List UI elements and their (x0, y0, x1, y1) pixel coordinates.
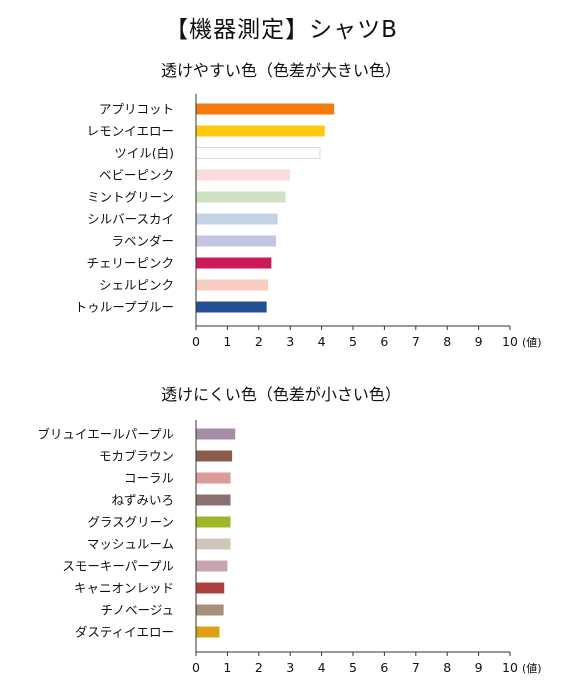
x-unit-label: (値) (522, 336, 542, 349)
bar (196, 169, 291, 181)
x-tick-label: 0 (192, 334, 200, 349)
category-label: モカブラウン (99, 449, 174, 464)
bar (196, 279, 269, 291)
category-label: ブリュイエールパープル (37, 427, 174, 442)
bar (196, 626, 220, 638)
category-label: チノベージュ (100, 603, 174, 618)
x-tick-label: 10 (502, 334, 518, 349)
page-title: 【機器測定】シャツB (165, 17, 398, 43)
x-tick-label: 8 (443, 334, 451, 349)
chart-title: 透けにくい色（色差が小さい色） (161, 385, 401, 404)
bar (196, 103, 335, 115)
bar (196, 604, 224, 616)
category-label: ダスティイエロー (75, 625, 174, 640)
x-tick-label: 6 (380, 334, 388, 349)
x-tick-label: 5 (349, 660, 357, 675)
chart-hard-to-see-through: 透けにくい色（色差が小さい色） ブリュイエールパープルモカブラウンコーラルねずみい… (37, 385, 542, 675)
bar (196, 235, 277, 247)
bar (196, 213, 278, 225)
x-tick-label: 3 (286, 660, 294, 675)
bar (196, 516, 231, 528)
category-label: スモーキーパープル (62, 559, 174, 574)
x-tick-label: 7 (412, 660, 420, 675)
category-label: ベビーピンク (99, 168, 174, 183)
bar (196, 472, 231, 484)
category-label: チェリーピンク (86, 256, 174, 271)
x-tick-label: 7 (412, 334, 420, 349)
x-tick-label: 4 (318, 660, 326, 675)
x-tick-label: 1 (223, 660, 231, 675)
category-label: コーラル (124, 471, 174, 486)
x-tick-label: 4 (318, 334, 326, 349)
chart-title: 透けやすい色（色差が大きい色） (161, 61, 401, 80)
x-tick-label: 1 (223, 334, 231, 349)
category-label: トゥループブルー (75, 300, 174, 315)
x-tick-label: 6 (380, 660, 388, 675)
x-tick-label: 2 (255, 660, 263, 675)
bar (196, 125, 325, 137)
bar (195, 147, 321, 159)
bar (196, 257, 272, 269)
category-label: グラスグリーン (87, 515, 174, 530)
bar (196, 494, 231, 506)
category-label: レモンイエロー (87, 124, 174, 139)
x-tick-label: 10 (502, 660, 518, 675)
bar (196, 301, 267, 313)
bar (196, 582, 225, 594)
category-label: キャニオンレッド (74, 581, 174, 596)
bar (196, 191, 286, 203)
bar (196, 560, 228, 572)
x-tick-label: 9 (475, 660, 483, 675)
x-tick-label: 0 (192, 660, 200, 675)
bar (196, 450, 233, 462)
x-unit-label: (値) (522, 662, 542, 675)
category-label: ねずみいろ (111, 493, 174, 508)
x-tick-label: 8 (443, 660, 451, 675)
category-label: アプリコット (99, 102, 174, 117)
x-tick-label: 9 (475, 334, 483, 349)
category-label: シェルピンク (99, 278, 174, 293)
x-tick-label: 2 (255, 334, 263, 349)
bar (196, 538, 231, 550)
category-label: マッシュルーム (87, 537, 174, 552)
category-label: シルバースカイ (87, 212, 174, 227)
x-tick-label: 3 (286, 334, 294, 349)
category-label: ツイル(白) (114, 146, 174, 161)
x-tick-label: 5 (349, 334, 357, 349)
category-label: ラベンダー (111, 234, 174, 249)
category-label: ミントグリーン (87, 190, 174, 205)
bar (196, 428, 236, 440)
